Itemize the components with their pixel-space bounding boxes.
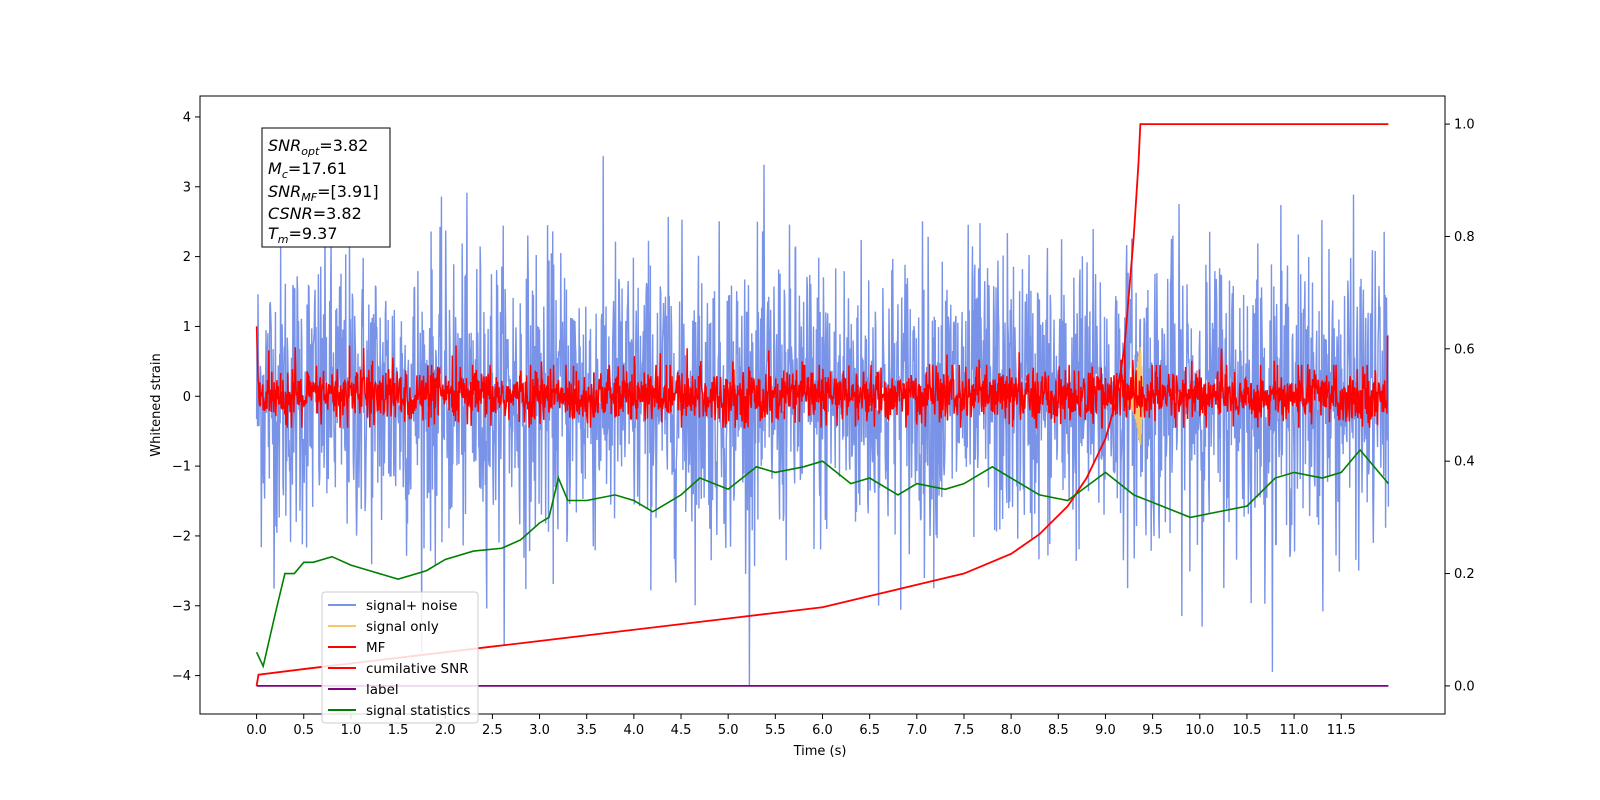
y2-tick-label: 0.6	[1454, 342, 1475, 357]
y-tick-label: −1	[172, 460, 191, 475]
x-tick-label: 0.0	[246, 723, 267, 738]
legend: signal+ noise signal only MF cumilative SNR…	[321, 591, 479, 724]
y-axis-left: −4 −3 −2 −1 0 1 2 3 4	[172, 110, 200, 684]
x-tick-label: 10.0	[1185, 723, 1214, 738]
info-line-snr-mf: SNRMF=[3.91]	[268, 182, 379, 204]
x-tick-label: 6.5	[859, 723, 880, 738]
y-tick-label: −4	[172, 669, 191, 684]
legend-frame	[321, 591, 479, 724]
y2-tick-label: 1.0	[1454, 118, 1475, 133]
y-tick-label: −3	[172, 599, 191, 614]
info-box-frame	[261, 127, 391, 248]
x-tick-label: 11.5	[1327, 723, 1356, 738]
x-tick-label: 0.5	[293, 723, 314, 738]
x-tick-label: 7.0	[906, 723, 927, 738]
x-tick-label: 7.5	[954, 723, 975, 738]
x-tick-label: 10.5	[1232, 723, 1261, 738]
x-tick-label: 3.0	[529, 723, 550, 738]
y-tick-label: 3	[183, 180, 191, 195]
y2-tick-label: 0.2	[1454, 567, 1475, 582]
x-tick-label: 1.5	[388, 723, 409, 738]
y-axis-right: 0.0 0.2 0.4 0.6 0.8 1.0	[1445, 118, 1475, 694]
info-box: SNRopt=3.82 Mc=17.61 SNRMF=[3.91] CSNR=3…	[261, 127, 391, 248]
y-tick-label: 2	[183, 250, 191, 265]
series-mf-line	[255, 326, 1389, 429]
info-line-snr-opt: SNRopt=3.82	[268, 136, 368, 158]
series-signal-statistics-line	[255, 448, 1390, 669]
x-tick-label: 8.0	[1001, 723, 1022, 738]
x-tick-label: 5.0	[718, 723, 739, 738]
legend-label: cumilative SNR	[366, 661, 469, 677]
x-tick-label: 6.0	[812, 723, 833, 738]
legend-label: signal only	[366, 619, 439, 635]
info-line-tm: Tm=9.37	[268, 224, 338, 246]
x-tick-label: 4.0	[624, 723, 645, 738]
x-tick-label: 1.0	[341, 723, 362, 738]
x-tick-label: 9.0	[1095, 723, 1116, 738]
y2-tick-label: 0.0	[1454, 679, 1475, 694]
y2-tick-label: 0.8	[1454, 230, 1475, 245]
x-axis-label: Time (s)	[793, 744, 847, 759]
x-axis: 0.0 0.5 1.0 1.5 2.0 2.5 3.0 3.5 4.0 4.5 5.0 5.5 6.0 6…	[246, 714, 1356, 738]
legend-label: label	[366, 682, 399, 698]
x-tick-label: 3.5	[576, 723, 597, 738]
x-tick-label: 4.5	[671, 723, 692, 738]
y2-tick-label: 0.4	[1454, 455, 1475, 470]
legend-label: signal statistics	[366, 703, 470, 719]
x-tick-label: 5.5	[765, 723, 786, 738]
info-line-csnr: CSNR=3.82	[268, 204, 362, 223]
legend-label: signal+ noise	[366, 598, 457, 614]
x-tick-label: 11.0	[1280, 723, 1309, 738]
x-tick-label: 2.0	[435, 723, 456, 738]
legend-label: MF	[366, 640, 385, 656]
y-tick-label: −2	[172, 529, 191, 544]
y-tick-label: 1	[183, 320, 191, 335]
y-tick-label: 0	[183, 390, 191, 405]
x-tick-label: 8.5	[1048, 723, 1069, 738]
y-axis-label: Whitened strain	[149, 353, 164, 456]
info-line-chirp-mass: Mc=17.61	[268, 159, 347, 181]
x-tick-label: 2.5	[482, 723, 503, 738]
x-tick-label: 9.5	[1142, 723, 1163, 738]
y-tick-label: 4	[183, 110, 191, 125]
